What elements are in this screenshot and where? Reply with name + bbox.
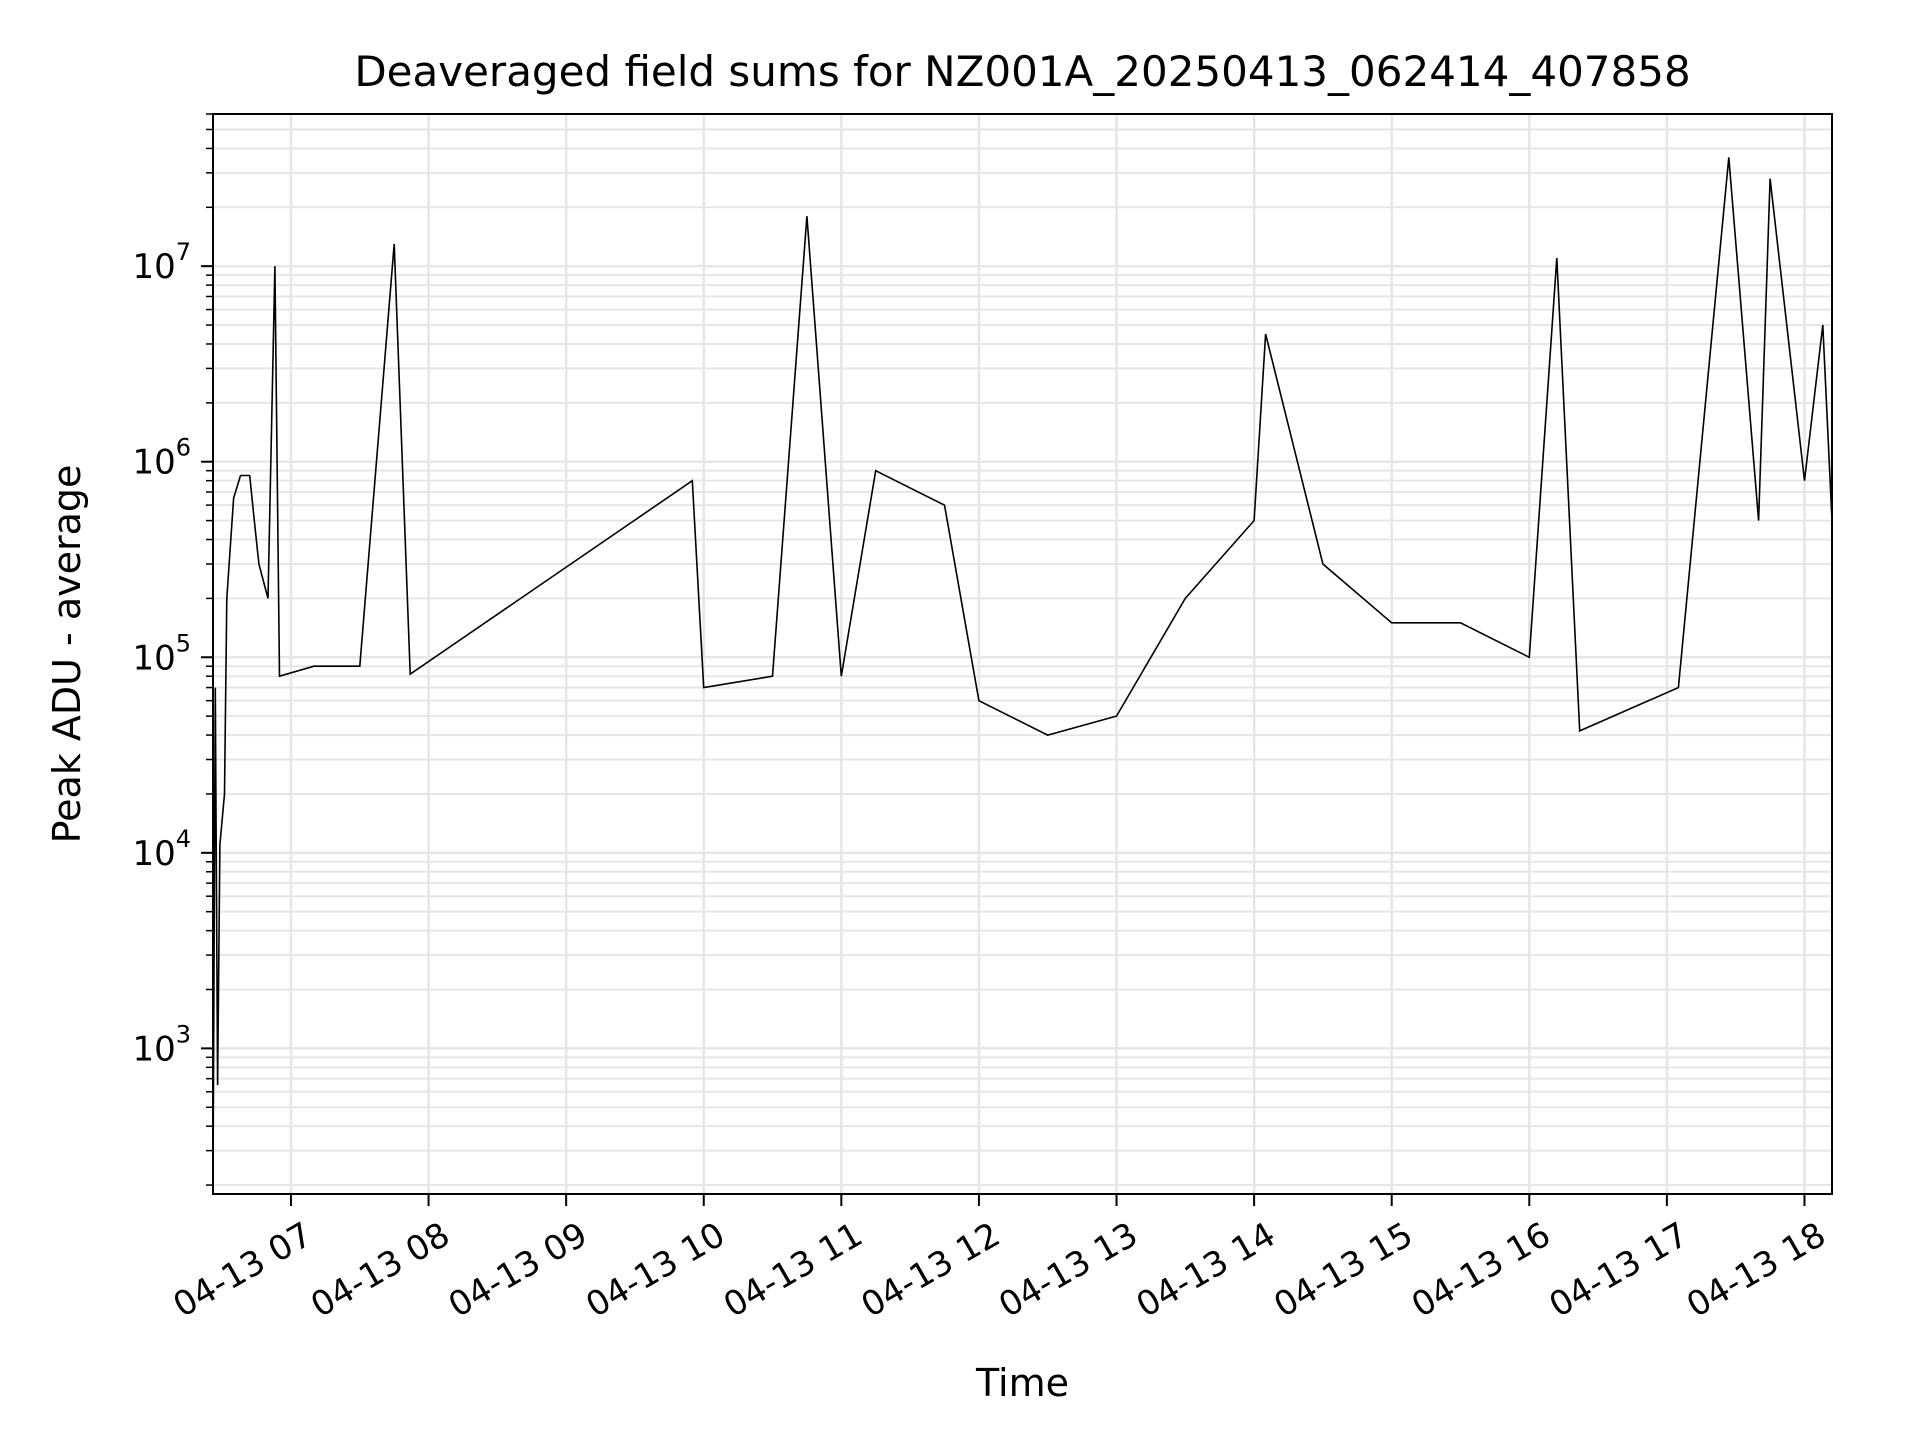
chart-title: Deaveraged field sums for NZ001A_2025041…: [354, 47, 1690, 96]
y-axis-title: Peak ADU - average: [45, 465, 89, 844]
plot-frame: [212, 113, 1833, 1195]
y-tick-label: 105: [132, 629, 191, 678]
series-line: [212, 157, 1833, 1186]
y-tick-label: 106: [132, 434, 191, 483]
grid: [213, 113, 1832, 1194]
y-axis: 103 104 105 106 107: [132, 113, 213, 1186]
x-axis-title: Time: [975, 1361, 1069, 1405]
series-layer: [212, 157, 1833, 1186]
y-tick-label: 107: [132, 238, 191, 287]
y-tick-label: 104: [132, 825, 191, 874]
y-tick-label: 103: [132, 1020, 191, 1069]
